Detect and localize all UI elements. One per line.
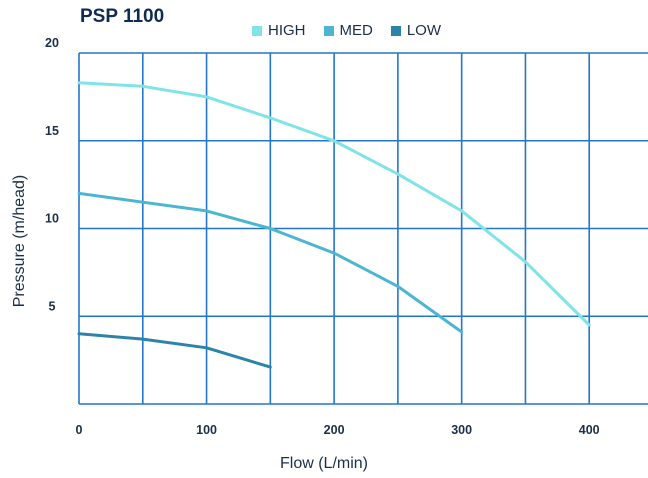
y-tick-label-5: 5 xyxy=(49,299,56,313)
legend-item-med: MED xyxy=(323,22,373,39)
x-tick-label-200: 200 xyxy=(324,423,345,437)
x-tick-label-100: 100 xyxy=(196,423,217,437)
legend-swatch-high xyxy=(252,25,262,36)
grid-lines xyxy=(78,52,648,405)
legend-item-low: LOW xyxy=(390,22,442,39)
series-lines xyxy=(77,81,591,369)
x-tick-label-0: 0 xyxy=(76,423,83,437)
y-tick-label-15: 15 xyxy=(45,124,59,138)
y-axis-title: Pressure (m/head) xyxy=(11,174,28,308)
legend: HIGH MED LOW xyxy=(252,22,441,39)
chart-title: PSP 1100 xyxy=(80,6,165,27)
series-line-med xyxy=(77,191,464,334)
x-tick-label-400: 400 xyxy=(579,423,600,437)
series-line-low xyxy=(77,332,272,369)
legend-swatch-med xyxy=(323,25,334,36)
legend-label-med: MED xyxy=(339,22,373,39)
x-axis-title: Flow (L/min) xyxy=(279,455,368,472)
series-line-high xyxy=(77,81,591,327)
legend-label-high: HIGH xyxy=(268,22,306,39)
tick-labels: 0 100 200 300 400 5 10 15 20 xyxy=(45,36,600,437)
x-tick-label-300: 300 xyxy=(451,423,472,437)
legend-label-low: LOW xyxy=(406,22,442,39)
y-tick-label-20: 20 xyxy=(45,36,59,50)
y-tick-label-10: 10 xyxy=(45,212,59,226)
legend-item-high: HIGH xyxy=(252,22,306,39)
legend-swatch-low xyxy=(390,25,401,36)
